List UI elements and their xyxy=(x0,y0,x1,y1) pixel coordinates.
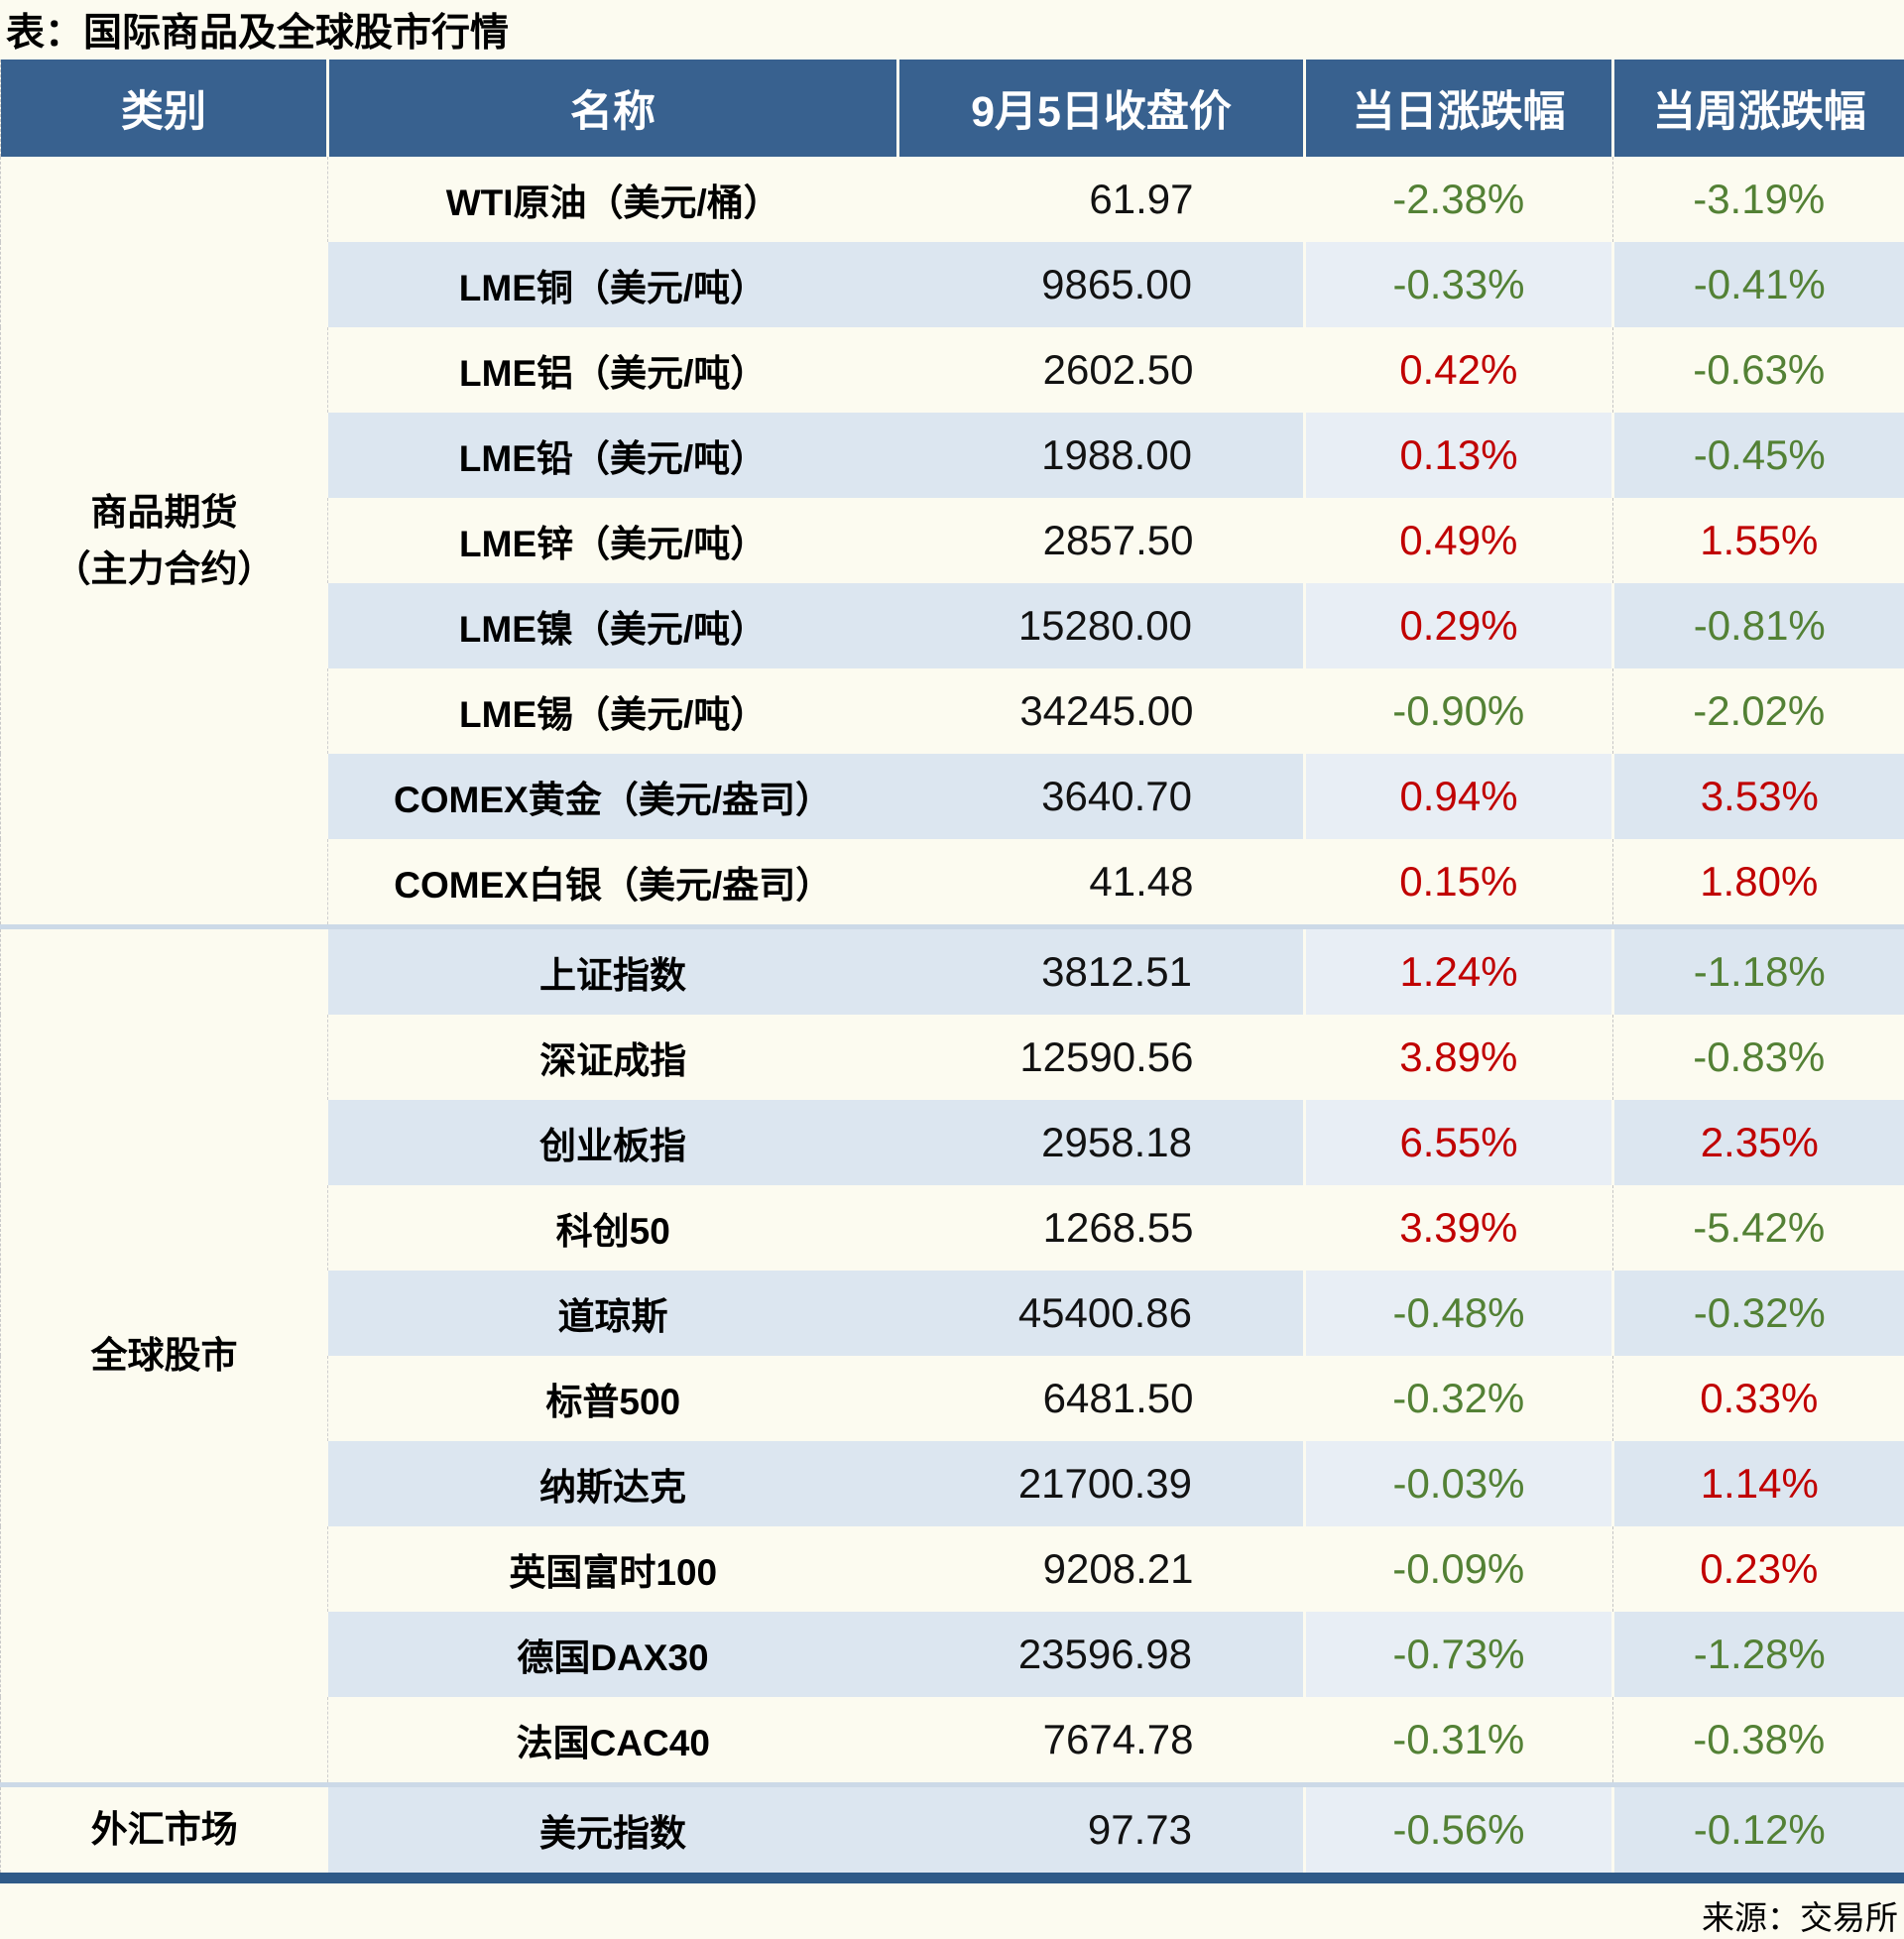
close-price-cell: 12590.56 xyxy=(898,1015,1305,1100)
weekly-change-cell: 3.53% xyxy=(1613,754,1904,839)
name-cell: LME锡（美元/吨） xyxy=(328,668,898,754)
header-row: 类别 名称 9月5日收盘价 当日涨跌幅 当周涨跌幅 xyxy=(1,60,1904,157)
close-price-cell: 3812.51 xyxy=(898,927,1305,1016)
daily-change-cell: 0.94% xyxy=(1305,754,1613,839)
name-cell: 上证指数 xyxy=(328,927,898,1016)
daily-change-cell: -0.32% xyxy=(1305,1356,1613,1441)
close-price-cell: 3640.70 xyxy=(898,754,1305,839)
weekly-change-cell: -1.18% xyxy=(1613,927,1904,1016)
daily-change-cell: -2.38% xyxy=(1305,157,1613,242)
close-price-cell: 41.48 xyxy=(898,839,1305,927)
daily-change-cell: 0.13% xyxy=(1305,413,1613,498)
daily-change-cell: 3.89% xyxy=(1305,1015,1613,1100)
weekly-change-cell: -0.45% xyxy=(1613,413,1904,498)
name-cell: LME镍（美元/吨） xyxy=(328,583,898,668)
weekly-change-cell: 2.35% xyxy=(1613,1100,1904,1185)
weekly-change-cell: -0.81% xyxy=(1613,583,1904,668)
name-cell: COMEX白银（美元/盎司） xyxy=(328,839,898,927)
weekly-change-cell: -1.28% xyxy=(1613,1612,1904,1697)
weekly-change-cell: -5.42% xyxy=(1613,1185,1904,1271)
name-cell: LME锌（美元/吨） xyxy=(328,498,898,583)
weekly-change-cell: -3.19% xyxy=(1613,157,1904,242)
close-price-cell: 45400.86 xyxy=(898,1271,1305,1356)
weekly-change-cell: -0.63% xyxy=(1613,327,1904,413)
name-cell: WTI原油（美元/桶） xyxy=(328,157,898,242)
name-cell: 英国富时100 xyxy=(328,1526,898,1612)
daily-change-cell: 0.29% xyxy=(1305,583,1613,668)
daily-change-cell: -0.31% xyxy=(1305,1697,1613,1785)
weekly-change-cell: 0.23% xyxy=(1613,1526,1904,1612)
daily-change-cell: 6.55% xyxy=(1305,1100,1613,1185)
name-cell: LME铜（美元/吨） xyxy=(328,242,898,327)
category-cell-fx-market: 外汇市场 xyxy=(1,1785,328,1878)
col-header-daily-change: 当日涨跌幅 xyxy=(1305,60,1613,157)
daily-change-cell: 3.39% xyxy=(1305,1185,1613,1271)
name-cell: 美元指数 xyxy=(328,1785,898,1878)
close-price-cell: 9208.21 xyxy=(898,1526,1305,1612)
weekly-change-cell: -0.32% xyxy=(1613,1271,1904,1356)
name-cell: 创业板指 xyxy=(328,1100,898,1185)
weekly-change-cell: -0.83% xyxy=(1613,1015,1904,1100)
category-cell-global-stocks: 全球股市 xyxy=(1,927,328,1785)
name-cell: 科创50 xyxy=(328,1185,898,1271)
daily-change-cell: 0.49% xyxy=(1305,498,1613,583)
close-price-cell: 21700.39 xyxy=(898,1441,1305,1526)
col-header-weekly-change: 当周涨跌幅 xyxy=(1613,60,1904,157)
daily-change-cell: -0.48% xyxy=(1305,1271,1613,1356)
close-price-cell: 2958.18 xyxy=(898,1100,1305,1185)
close-price-cell: 6481.50 xyxy=(898,1356,1305,1441)
close-price-cell: 34245.00 xyxy=(898,668,1305,754)
close-price-cell: 61.97 xyxy=(898,157,1305,242)
page-title: 表：国际商品及全球股市行情 xyxy=(0,0,1904,60)
table-body: 商品期货（主力合约）WTI原油（美元/桶）61.97-2.38%-3.19%LM… xyxy=(1,157,1904,1878)
source-note: 来源：交易所 xyxy=(0,1891,1904,1939)
daily-change-cell: 0.15% xyxy=(1305,839,1613,927)
daily-change-cell: -0.03% xyxy=(1305,1441,1613,1526)
market-table: 类别 名称 9月5日收盘价 当日涨跌幅 当周涨跌幅 商品期货（主力合约）WTI原… xyxy=(0,60,1904,1883)
daily-change-cell: -0.09% xyxy=(1305,1526,1613,1612)
weekly-change-cell: -0.41% xyxy=(1613,242,1904,327)
daily-change-cell: 0.42% xyxy=(1305,327,1613,413)
close-price-cell: 1268.55 xyxy=(898,1185,1305,1271)
daily-change-cell: 1.24% xyxy=(1305,927,1613,1016)
col-header-close-price: 9月5日收盘价 xyxy=(898,60,1305,157)
name-cell: COMEX黄金（美元/盎司） xyxy=(328,754,898,839)
close-price-cell: 9865.00 xyxy=(898,242,1305,327)
col-header-name: 名称 xyxy=(328,60,898,157)
close-price-cell: 23596.98 xyxy=(898,1612,1305,1697)
close-price-cell: 15280.00 xyxy=(898,583,1305,668)
weekly-change-cell: -0.12% xyxy=(1613,1785,1904,1878)
weekly-change-cell: 1.55% xyxy=(1613,498,1904,583)
name-cell: 深证成指 xyxy=(328,1015,898,1100)
daily-change-cell: -0.33% xyxy=(1305,242,1613,327)
daily-change-cell: -0.56% xyxy=(1305,1785,1613,1878)
close-price-cell: 2602.50 xyxy=(898,327,1305,413)
weekly-change-cell: 0.33% xyxy=(1613,1356,1904,1441)
daily-change-cell: -0.90% xyxy=(1305,668,1613,754)
name-cell: 法国CAC40 xyxy=(328,1697,898,1785)
name-cell: 标普500 xyxy=(328,1356,898,1441)
weekly-change-cell: 1.80% xyxy=(1613,839,1904,927)
col-header-category: 类别 xyxy=(1,60,328,157)
close-price-cell: 7674.78 xyxy=(898,1697,1305,1785)
daily-change-cell: -0.73% xyxy=(1305,1612,1613,1697)
weekly-change-cell: 1.14% xyxy=(1613,1441,1904,1526)
name-cell: 德国DAX30 xyxy=(328,1612,898,1697)
weekly-change-cell: -2.02% xyxy=(1613,668,1904,754)
close-price-cell: 97.73 xyxy=(898,1785,1305,1878)
name-cell: 道琼斯 xyxy=(328,1271,898,1356)
name-cell: LME铅（美元/吨） xyxy=(328,413,898,498)
category-cell-commodity-futures: 商品期货（主力合约） xyxy=(1,157,328,927)
name-cell: LME铝（美元/吨） xyxy=(328,327,898,413)
close-price-cell: 1988.00 xyxy=(898,413,1305,498)
close-price-cell: 2857.50 xyxy=(898,498,1305,583)
name-cell: 纳斯达克 xyxy=(328,1441,898,1526)
table-header: 类别 名称 9月5日收盘价 当日涨跌幅 当周涨跌幅 xyxy=(1,60,1904,157)
table-row: 商品期货（主力合约）WTI原油（美元/桶）61.97-2.38%-3.19% xyxy=(1,157,1904,242)
weekly-change-cell: -0.38% xyxy=(1613,1697,1904,1785)
